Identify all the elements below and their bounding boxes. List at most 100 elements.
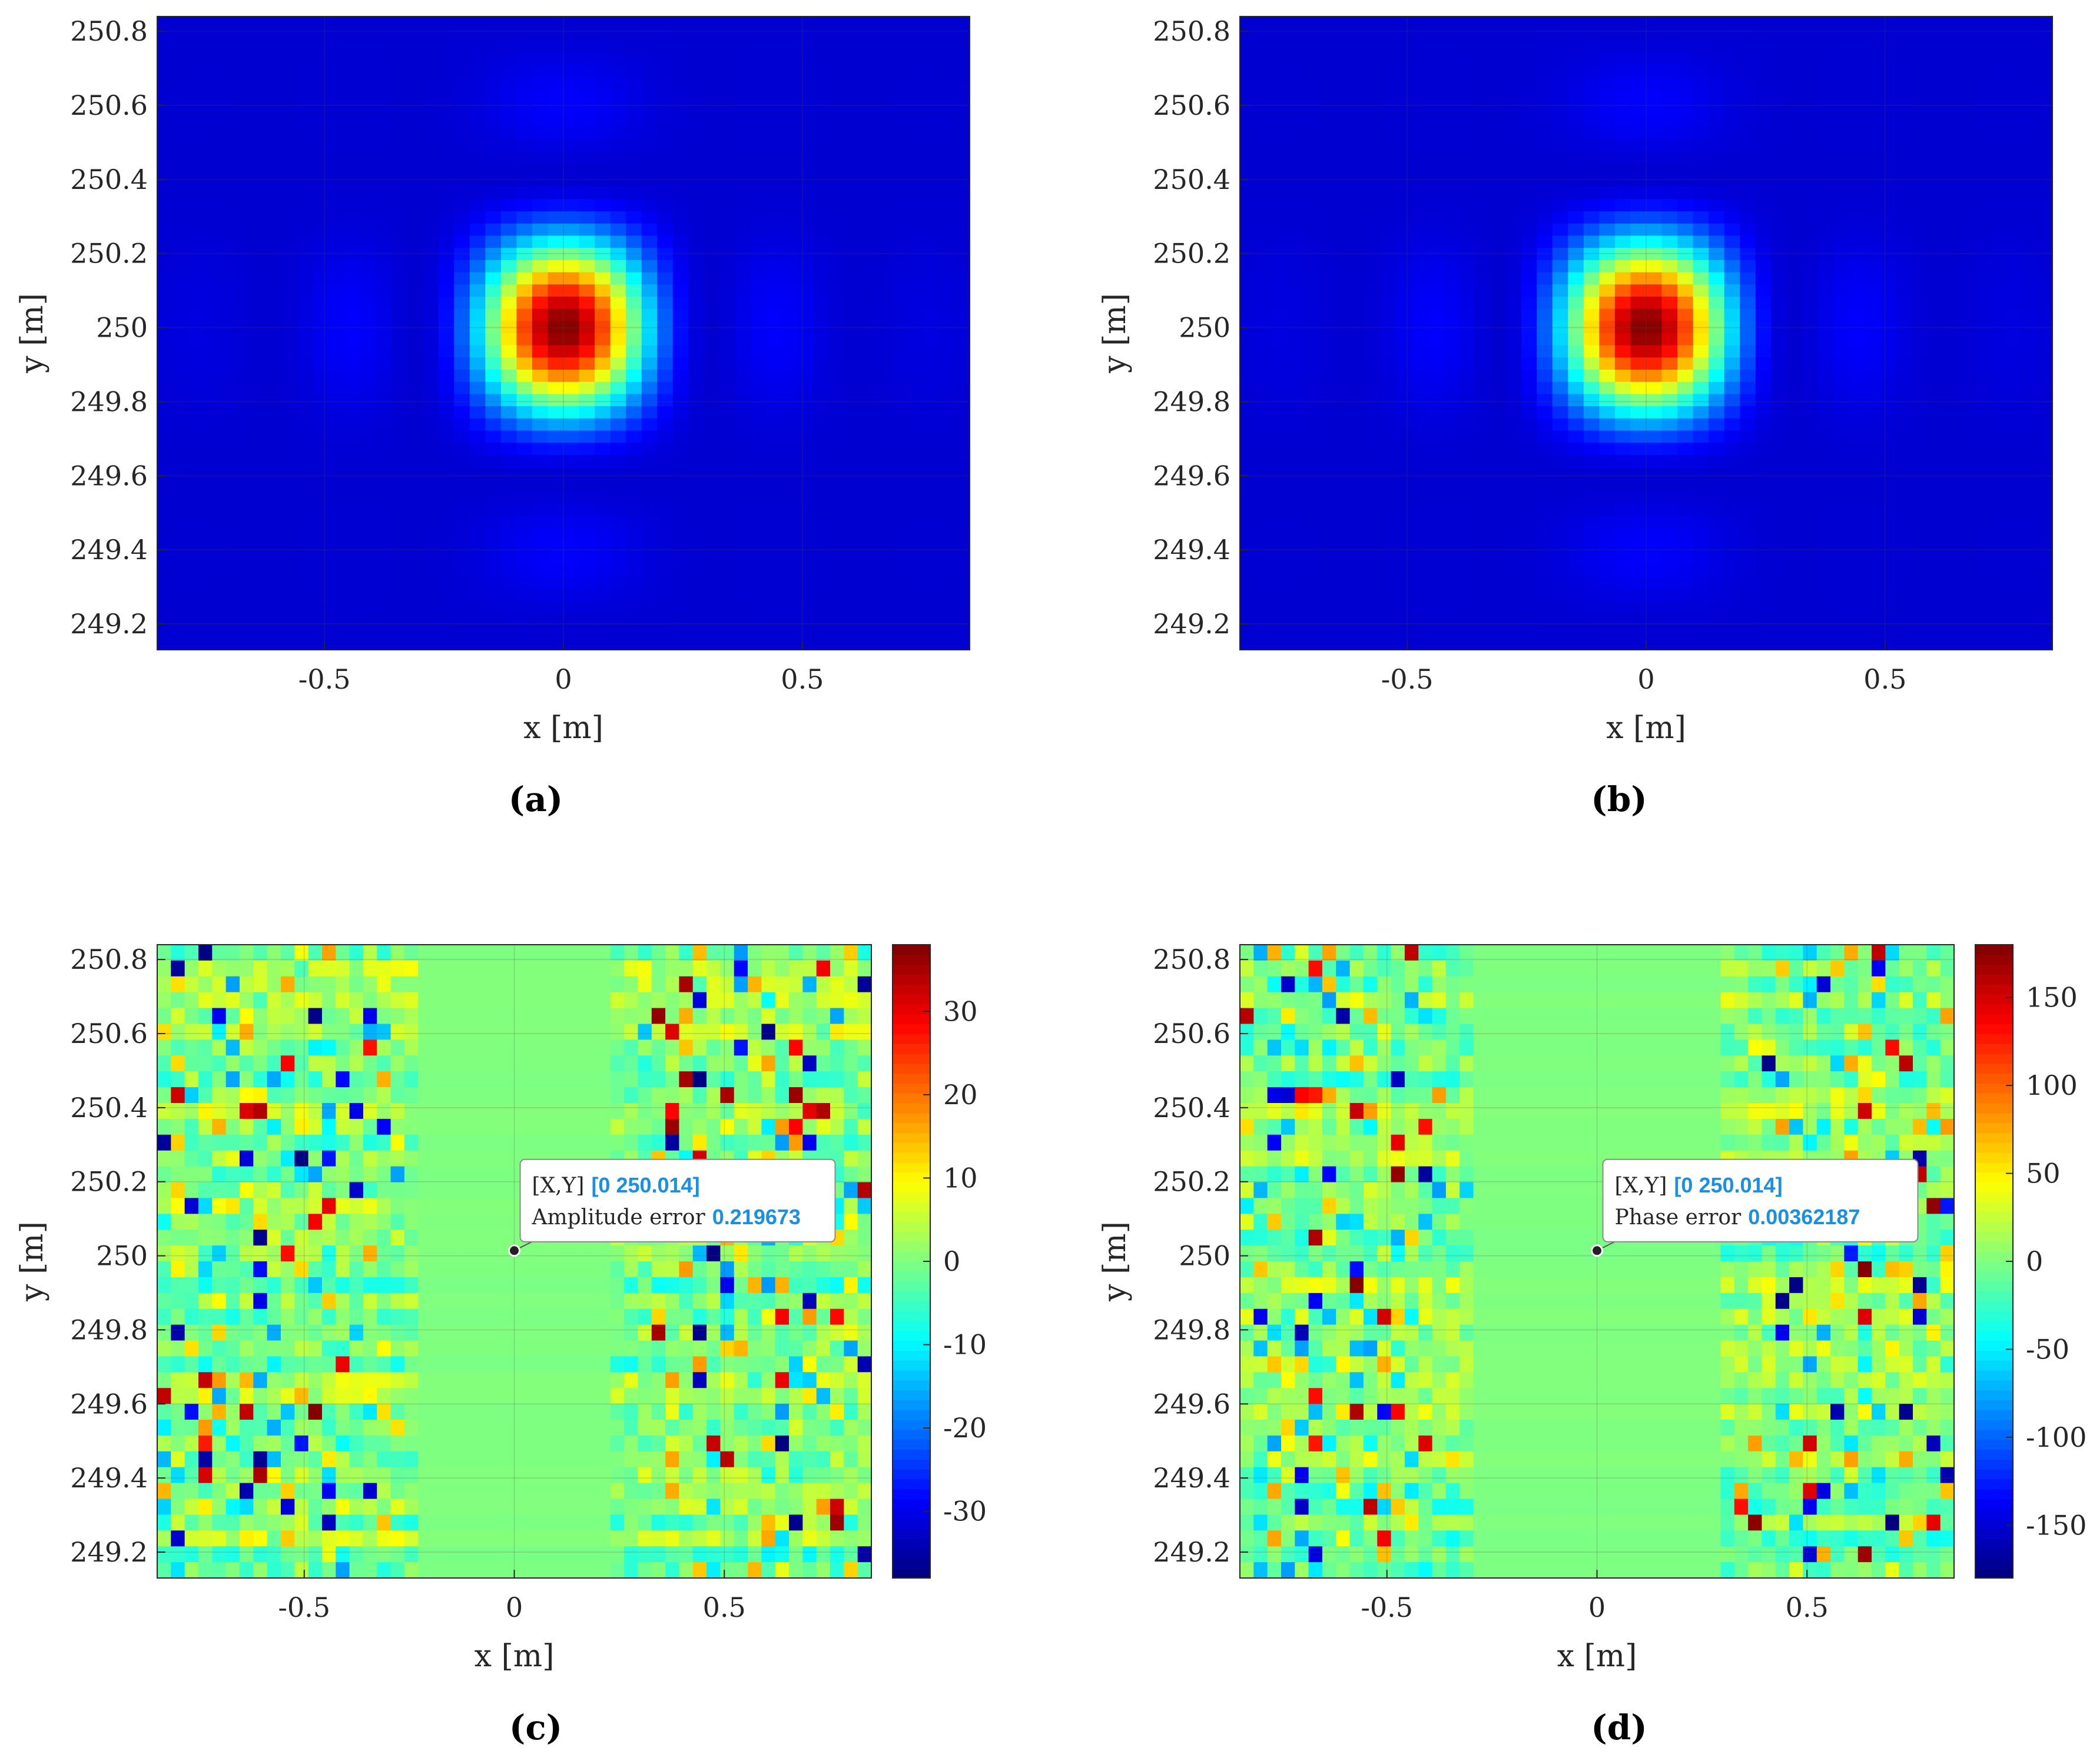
heatmap-cell	[1537, 65, 1553, 78]
heatmap-cell	[688, 272, 705, 285]
heatmap-cell	[1568, 41, 1584, 54]
heatmap-cell	[376, 576, 392, 590]
heatmap-cell	[173, 235, 189, 248]
heatmap-cell	[860, 589, 877, 602]
heatmap-cell	[313, 333, 330, 346]
heatmap-cell	[469, 637, 486, 650]
heatmap-cell	[1255, 114, 1272, 127]
heatmap-cell	[392, 552, 408, 565]
heatmap-cell	[704, 199, 720, 212]
heatmap-cell	[672, 16, 689, 29]
heatmap-cell	[610, 516, 626, 529]
heatmap-cell	[266, 65, 283, 78]
heatmap-cell	[579, 53, 595, 66]
heatmap-cell	[1771, 248, 1787, 261]
heatmap-cell	[2021, 491, 2038, 504]
heatmap-cell	[891, 187, 908, 200]
heatmap-cell	[1693, 503, 1709, 516]
heatmap-cell	[1943, 77, 1959, 90]
heatmap-cell	[1474, 454, 1491, 468]
heatmap-cell	[548, 53, 564, 66]
heatmap-cell	[798, 248, 814, 261]
heatmap-cell	[1802, 370, 1819, 383]
heatmap-cell	[1490, 284, 1506, 297]
heatmap-cell	[829, 394, 845, 407]
heatmap-cell	[157, 443, 174, 456]
heatmap-cell	[1614, 138, 1631, 151]
heatmap-cell	[313, 357, 330, 370]
heatmap-cell	[875, 381, 892, 395]
heatmap-cell	[1786, 65, 1803, 78]
heatmap-cell	[1302, 235, 1319, 248]
heatmap-cell	[1537, 381, 1553, 395]
heatmap-cell	[438, 528, 455, 541]
heatmap-cell	[1365, 41, 1381, 54]
heatmap-cell	[1740, 503, 1756, 516]
heatmap-cell	[235, 321, 251, 334]
heatmap-cell	[1490, 223, 1506, 237]
heatmap-cell	[767, 394, 783, 407]
heatmap-cell	[1943, 162, 1959, 175]
heatmap-cell	[1490, 150, 1506, 163]
heatmap-cell	[1943, 16, 1959, 29]
heatmap-cell	[1817, 454, 1835, 468]
heatmap-cell	[719, 235, 736, 248]
heatmap-cell	[282, 77, 298, 90]
heatmap-cell	[188, 41, 205, 54]
heatmap-cell	[563, 260, 580, 273]
heatmap-cell	[500, 454, 517, 468]
heatmap-cell	[1958, 260, 1975, 273]
heatmap-cell	[1865, 187, 1881, 200]
heatmap-cell	[2021, 357, 2038, 370]
heatmap-cell	[157, 284, 174, 297]
heatmap-cell	[1927, 150, 1943, 163]
heatmap-cell	[1302, 406, 1319, 419]
heatmap-cell	[1521, 296, 1537, 310]
heatmap-cell	[844, 211, 861, 224]
heatmap-cell	[344, 16, 361, 29]
heatmap-cell	[907, 89, 923, 102]
heatmap-cell	[891, 564, 908, 577]
heatmap-cell	[1709, 16, 1725, 29]
heatmap-cell	[220, 381, 236, 395]
heatmap-cell	[813, 28, 830, 41]
heatmap-cell	[1786, 308, 1803, 321]
heatmap-cell	[1817, 528, 1835, 541]
heatmap-cell	[1974, 333, 1991, 346]
heatmap-cell	[719, 491, 736, 504]
heatmap-cell	[2036, 503, 2053, 516]
heatmap-cell	[563, 150, 580, 163]
heatmap-cell	[2005, 89, 2022, 102]
heatmap-cell	[813, 418, 830, 431]
heatmap-cell	[860, 552, 877, 565]
heatmap-cell	[1833, 370, 1850, 383]
heatmap-cell	[1709, 528, 1725, 541]
heatmap-cell	[610, 211, 626, 224]
heatmap-cell	[1365, 503, 1381, 516]
heatmap-cell	[844, 260, 861, 273]
heatmap-cell	[829, 16, 845, 29]
heatmap-cell	[454, 589, 470, 602]
heatmap-cell	[1380, 235, 1397, 248]
heatmap-cell	[173, 345, 189, 358]
heatmap-cell	[2036, 443, 2053, 456]
heatmap-cell	[1740, 333, 1756, 346]
heatmap-cell	[1411, 41, 1428, 54]
heatmap-cell	[157, 101, 174, 115]
heatmap-cell	[579, 625, 595, 638]
heatmap-cell	[1583, 454, 1600, 468]
heatmap-cell	[173, 479, 189, 492]
heatmap-cell	[266, 576, 283, 590]
heatmap-cell	[1240, 28, 1256, 41]
heatmap-cell	[813, 357, 830, 370]
heatmap-cell	[938, 101, 955, 115]
heatmap-cell	[1630, 248, 1647, 261]
heatmap-cell	[751, 138, 767, 151]
heatmap-cell	[235, 637, 251, 650]
heatmap-cell	[1630, 16, 1647, 29]
heatmap-cell	[1318, 296, 1334, 310]
heatmap-cell	[438, 637, 455, 650]
heatmap-cell	[1849, 260, 1866, 273]
heatmap-cell	[266, 564, 283, 577]
heatmap-cell	[1458, 101, 1475, 115]
